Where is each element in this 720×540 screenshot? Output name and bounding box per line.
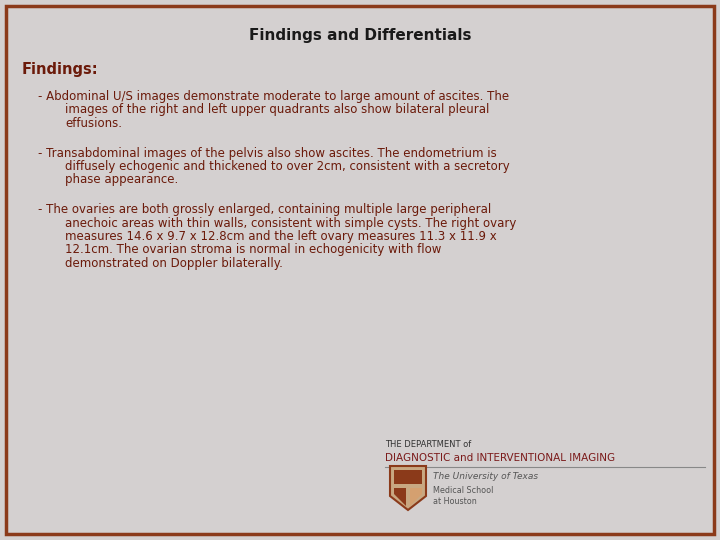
Polygon shape	[394, 488, 406, 506]
Polygon shape	[410, 488, 422, 506]
Polygon shape	[394, 470, 422, 484]
Text: The University of Texas: The University of Texas	[433, 472, 538, 481]
Text: Findings and Differentials: Findings and Differentials	[248, 28, 472, 43]
Text: demonstrated on Doppler bilaterally.: demonstrated on Doppler bilaterally.	[65, 257, 283, 270]
Text: - Transabdominal images of the pelvis also show ascites. The endometrium is: - Transabdominal images of the pelvis al…	[38, 146, 497, 159]
Polygon shape	[390, 466, 426, 510]
Text: at Houston: at Houston	[433, 497, 477, 506]
Text: - The ovaries are both grossly enlarged, containing multiple large peripheral: - The ovaries are both grossly enlarged,…	[38, 203, 491, 216]
Text: - Abdominal U/S images demonstrate moderate to large amount of ascites. The: - Abdominal U/S images demonstrate moder…	[38, 90, 509, 103]
Text: THE DEPARTMENT of: THE DEPARTMENT of	[385, 440, 472, 449]
Text: measures 14.6 x 9.7 x 12.8cm and the left ovary measures 11.3 x 11.9 x: measures 14.6 x 9.7 x 12.8cm and the lef…	[65, 230, 497, 243]
FancyBboxPatch shape	[6, 6, 714, 534]
Text: images of the right and left upper quadrants also show bilateral pleural: images of the right and left upper quadr…	[65, 104, 490, 117]
Text: 12.1cm. The ovarian stroma is normal in echogenicity with flow: 12.1cm. The ovarian stroma is normal in …	[65, 244, 441, 256]
Text: effusions.: effusions.	[65, 117, 122, 130]
Text: anechoic areas with thin walls, consistent with simple cysts. The right ovary: anechoic areas with thin walls, consiste…	[65, 217, 516, 230]
Text: Findings:: Findings:	[22, 62, 99, 77]
Text: diffusely echogenic and thickened to over 2cm, consistent with a secretory: diffusely echogenic and thickened to ove…	[65, 160, 510, 173]
Text: phase appearance.: phase appearance.	[65, 173, 179, 186]
Text: Medical School: Medical School	[433, 486, 493, 495]
Text: DIAGNOSTIC and INTERVENTIONAL IMAGING: DIAGNOSTIC and INTERVENTIONAL IMAGING	[385, 453, 615, 463]
